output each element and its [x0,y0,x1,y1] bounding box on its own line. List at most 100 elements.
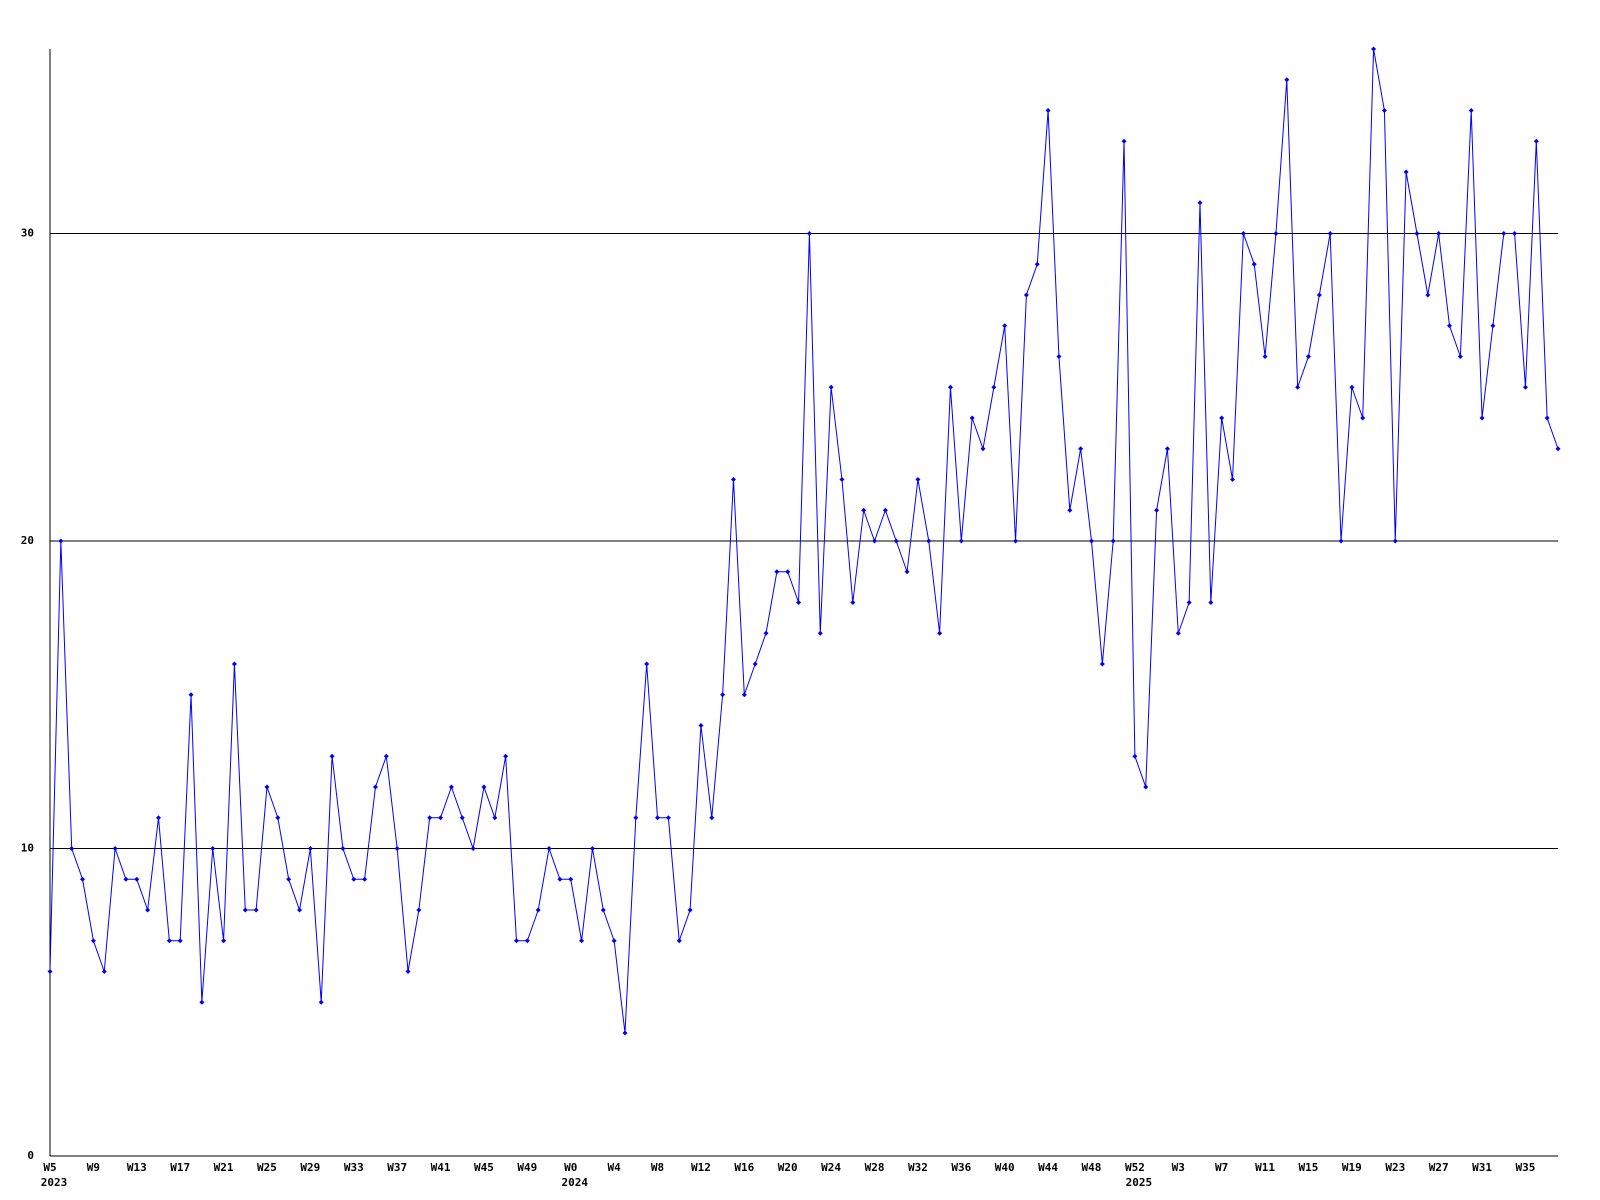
data-point [1056,354,1062,359]
x-tick-label: W28 [865,1161,885,1174]
data-point [850,600,856,605]
data-point [1479,415,1485,421]
data-point [1197,200,1203,206]
data-point [1501,231,1507,236]
x-tick-label: W40 [995,1161,1015,1174]
data-point [318,999,324,1005]
data-point [1533,138,1539,144]
x-tick-label: W13 [127,1161,147,1174]
data-point [969,415,975,421]
data-point [405,969,411,974]
data-point [427,815,433,821]
data-point [687,907,693,913]
data-point [90,938,96,944]
data-point [524,938,530,944]
data-point [763,630,769,636]
data-point [1045,108,1051,113]
data-point [1349,384,1355,390]
data-point [730,477,736,482]
data-point [372,784,378,790]
data-point [1251,261,1257,267]
x-tick-label: W49 [517,1161,537,1174]
data-point [980,446,986,452]
x-tick-label: W3 [1172,1161,1185,1174]
data-point [351,876,357,882]
data-point [514,938,520,944]
x-tick-label: W48 [1082,1161,1102,1174]
data-point [926,538,932,544]
x-tick-label: W17 [170,1161,190,1174]
data-point [1240,231,1246,236]
data-point [492,815,498,821]
data-point [275,815,281,821]
data-point [937,630,943,636]
data-point [741,692,747,698]
data-point [1219,415,1225,421]
data-point [1273,231,1279,236]
data-point [1305,354,1311,359]
data-point [557,876,563,882]
data-point [1457,354,1463,359]
data-point [1154,507,1160,513]
data-point [1078,446,1084,452]
data-point [1338,538,1344,544]
data-point [329,753,335,759]
data-point [785,569,791,575]
data-point [839,477,845,482]
data-point [1316,292,1322,298]
data-point [340,846,346,851]
data-point [307,846,313,851]
data-point [806,231,812,236]
data-point [568,876,574,882]
data-point [503,753,509,759]
data-point [1392,538,1398,544]
data-point [720,692,726,698]
x-tick-label: W41 [431,1161,451,1174]
x-tick-label: W36 [951,1161,971,1174]
data-line [49,48,1559,1034]
x-tick-label: W9 [87,1161,100,1174]
data-point [644,661,650,667]
x-tick-label: W7 [1215,1161,1228,1174]
data-point [991,384,997,390]
x-tick-label: W24 [821,1161,841,1174]
data-point [1262,354,1268,359]
data-point [188,692,194,698]
data-point [1164,446,1170,452]
x-tick-label: W23 [1385,1161,1405,1174]
data-point [1088,538,1094,544]
data-point [1371,46,1377,52]
data-point [80,876,86,882]
data-point [633,815,639,821]
y-tick-label: 20 [21,534,34,547]
data-point [915,477,921,482]
data-point [1327,231,1333,236]
data-point [1132,753,1138,759]
x-tick-label: W8 [651,1161,664,1174]
data-point [1522,384,1528,390]
data-point [123,876,129,882]
data-point [481,784,487,790]
x-tick-label: W32 [908,1161,928,1174]
x-tick-label: W45 [474,1161,494,1174]
data-point [210,846,216,851]
data-point [1175,630,1181,636]
data-point [774,569,780,575]
x-year-label: 2024 [561,1176,588,1189]
x-tick-label: W21 [214,1161,234,1174]
data-point [1034,261,1040,267]
x-tick-label: W44 [1038,1161,1058,1174]
data-point [177,938,183,944]
data-point [579,938,585,944]
data-point [1023,292,1029,298]
data-point [893,538,899,544]
data-point [297,907,303,913]
data-point [438,815,444,821]
data-point [1512,231,1518,236]
data-point [1555,446,1561,452]
data-point [459,815,465,821]
data-point [535,907,541,913]
data-point [69,846,75,851]
data-point [676,938,682,944]
